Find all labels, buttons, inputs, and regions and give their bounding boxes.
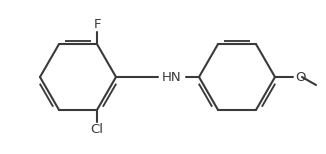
Text: O: O bbox=[295, 71, 305, 83]
Text: F: F bbox=[93, 18, 101, 31]
Text: Cl: Cl bbox=[91, 123, 103, 136]
Text: HN: HN bbox=[162, 71, 182, 83]
